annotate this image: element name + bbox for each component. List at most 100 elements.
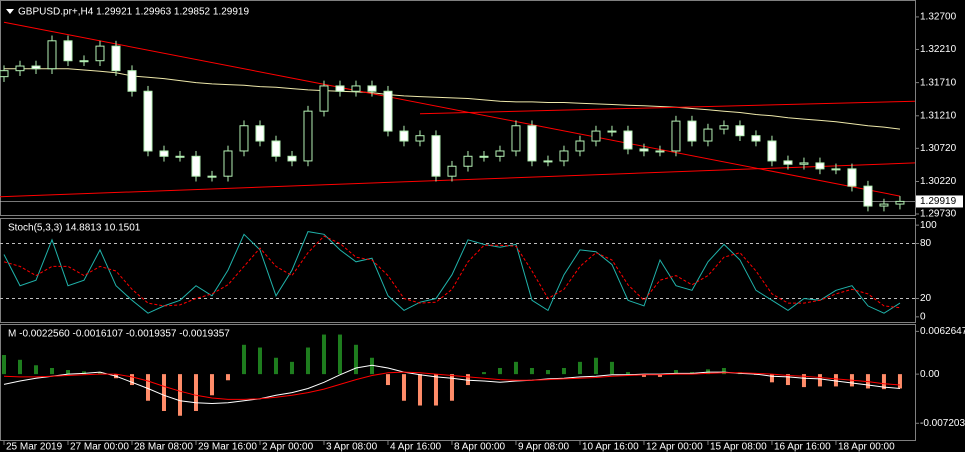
candle-body [63,40,73,62]
histogram-bar [513,361,518,375]
candle-body [207,175,217,178]
candle-body [815,162,825,170]
histogram-bar [145,374,150,401]
candle-body [591,130,601,142]
histogram-bar [385,374,390,386]
candle-body [623,130,633,150]
y-tick-label: 20 [920,293,932,304]
x-tick-label: 10 Apr 16:00 [582,442,639,452]
candle-body [303,110,313,162]
last-price-label: 1.29919 [920,196,957,207]
candle-body [0,70,9,78]
last-price-tag [916,195,963,208]
x-tick-label: 4 Apr 16:00 [390,442,442,452]
candle-body [255,125,265,142]
y-tick-label: 1.31210 [920,110,957,121]
y-tick-label: 1.30720 [920,143,957,154]
x-tick-label: 3 Apr 08:00 [326,442,378,452]
histogram-bar [241,344,246,375]
candle-body [287,155,297,162]
candle-body [799,162,809,165]
histogram-bar [593,357,598,375]
candle-body [47,40,57,70]
candle-body [143,90,153,152]
candle-body [271,140,281,157]
histogram-bar [193,374,198,411]
macd-title: M -0.0022560 -0.0016107 -0.0019357 -0.00… [8,329,230,340]
candle-body [655,150,665,153]
stoch-pane [0,218,916,323]
histogram-bar [321,334,326,375]
candle-body [159,150,169,157]
histogram-bar [273,357,278,375]
histogram-bar [817,374,822,387]
histogram-bar [225,374,230,381]
histogram-bar [65,370,70,375]
x-tick-label: 9 Apr 08:00 [518,442,570,452]
candle-body [367,85,377,92]
y-tick-label: 0.0062647 [920,326,965,337]
macd-pane [0,324,916,441]
histogram-bar [129,374,134,386]
y-tick-label: -0.007203 [920,418,965,429]
histogram-bar [17,359,22,375]
candle-body [31,65,41,70]
y-tick-label: 100 [920,220,937,231]
candle-body [687,120,697,142]
candle-body [783,160,793,165]
y-tick-label: 1.32210 [920,44,957,55]
macd-line [3,371,901,400]
moving-average [4,68,901,130]
x-tick-label: 16 Apr 16:00 [774,442,831,452]
trend-line [0,162,916,198]
histogram-bar [625,372,630,375]
candle-body [879,203,889,207]
candle-body [511,125,521,152]
histogram-bar [609,361,614,375]
candle-body [895,200,905,205]
y-tick-label: 1.32700 [920,12,957,23]
y-tick-label: 1.31710 [920,77,957,88]
histogram-bar [257,347,262,375]
candle-body [847,168,857,187]
histogram-bar [641,374,646,377]
histogram-bar [49,367,54,375]
candle-body [767,140,777,162]
x-tick-label: 12 Apr 00:00 [646,442,703,452]
y-tick-label: 80 [920,238,932,249]
candle-body [239,125,249,152]
candle-body [415,135,425,142]
candle-body [319,85,329,112]
candle-body [703,128,713,142]
candle-body [335,85,345,92]
x-tick-label: 8 Apr 00:00 [454,442,506,452]
histogram-bar [529,367,534,375]
plot-layer: 1.32700 1.32210 1.31710 1.31210 1.30720 1.302… [0,12,965,452]
y-tick-label: 1.30220 [920,176,957,187]
y-tick-label: 1.29730 [920,209,957,220]
candle-body [575,140,585,152]
candle-body [95,45,105,62]
histogram-bar [353,344,358,375]
histogram-bar [561,367,566,375]
y-tick-label: 0.00 [920,369,940,380]
histogram-bar [577,361,582,375]
x-tick-label: 29 Mar 16:00 [198,442,257,452]
candle-body [735,125,745,137]
histogram-bar [769,374,774,383]
symbol-menu-arrow[interactable] [6,9,14,14]
histogram-bar [369,357,374,375]
candle-body [559,150,569,162]
stoch-title: Stoch(5,3,3) 14.8813 10.1501 [8,223,141,234]
histogram-bar [657,374,662,377]
candle-body [447,165,457,177]
candle-body [671,120,681,152]
histogram-bar [497,367,502,375]
price-pane [0,0,916,216]
histogram-bar [897,374,902,389]
histogram-bar [449,374,454,401]
histogram-bar [417,374,422,406]
histogram-bar [785,374,790,386]
candle-body [495,150,505,157]
